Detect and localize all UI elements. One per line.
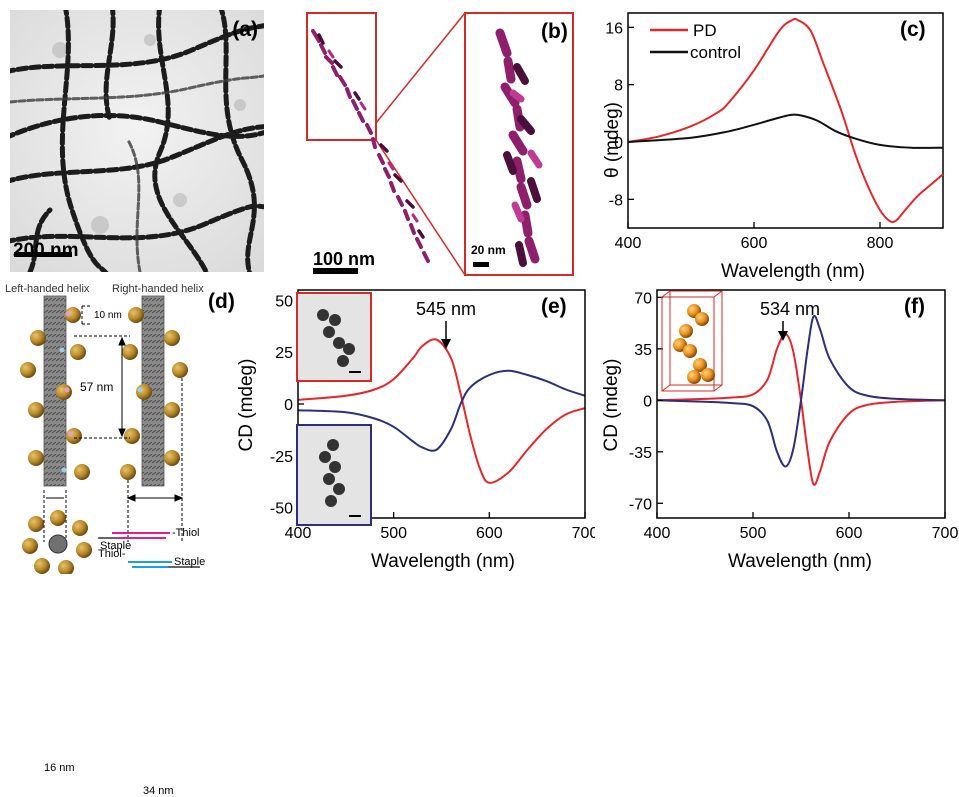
reconstruction-b <box>306 12 574 276</box>
panel-f: 400 500 600 700 -70 -35 0 35 70 <box>590 285 959 574</box>
title-right-handed: Right-handed helix <box>112 283 204 295</box>
panel-c: 400 600 800 -8 0 8 16 PD control Wavelength (n… <box>588 0 954 285</box>
plot-frame-c <box>627 12 944 229</box>
title-left-handed: Left-handed helix <box>5 283 90 295</box>
series-line-c-1 <box>627 113 944 149</box>
staple-label-bottom: Staple <box>174 556 206 568</box>
y-tick-label-c-3: 16 <box>605 20 623 37</box>
series-line-e-0 <box>297 338 586 484</box>
legend-label-control: control <box>690 43 741 62</box>
x-tick-label-f-2: 600 <box>836 525 863 542</box>
y-tick-label-e-1: -25 <box>270 449 293 466</box>
staple-label-top: Staple <box>100 540 132 552</box>
chart-e: 400 500 600 700 -50 -25 0 25 50 545 nm Wavelengt… <box>236 289 598 572</box>
annotation-arrow-f <box>778 321 788 341</box>
x-tick-label-e-2: 600 <box>476 525 503 542</box>
schematic-d <box>20 295 200 576</box>
dim-label-16nm: 16 nm <box>44 762 75 774</box>
panel-b: (b) 100 nm 20 nm <box>295 5 580 280</box>
thiol-label-top: -Thiol <box>172 527 200 539</box>
x-tick-label-e-3: 700 <box>572 525 595 542</box>
y-tick-label-e-3: 25 <box>275 345 293 362</box>
zoom-box-b <box>306 12 377 141</box>
model-inset-f <box>661 290 723 392</box>
series-line-f-1 <box>656 314 946 468</box>
scale-label-b-main: 100 nm <box>313 249 376 269</box>
x-tick-label-e-0: 400 <box>285 525 312 542</box>
panel-d: Left-handed helix Right-handed helix 10 … <box>0 280 275 797</box>
tem-micrograph-a <box>2 2 275 283</box>
series-line-c-0 <box>627 17 944 224</box>
y-tick-label-f-4: 70 <box>634 290 652 307</box>
plot-frame-f <box>656 289 946 519</box>
annotation-arrow-e <box>441 321 451 349</box>
y-tick-label-f-1: -35 <box>629 445 652 462</box>
panel-label-e: (e) <box>541 295 567 318</box>
dim-label-34nm: 34 nm <box>143 785 174 797</box>
y-axis-label-e: CD (mdeg) <box>236 359 257 452</box>
panel-a: (a) 200 nm <box>2 2 275 283</box>
series-line-e-1 <box>297 369 586 452</box>
cross-section-d <box>22 510 92 576</box>
legend-label-pd: PD <box>693 21 717 40</box>
inset-frame-b <box>464 12 574 276</box>
panel-label-c: (c) <box>900 18 926 41</box>
y-tick-label-c-2: 8 <box>614 78 623 95</box>
nanorod-inset-b <box>495 28 543 267</box>
panel-label-f: (f) <box>904 295 925 318</box>
chart-c: 400 600 800 -8 0 8 16 PD control Wavelength (n… <box>602 12 944 282</box>
y-tick-label-e-4: 50 <box>275 293 293 310</box>
y-axis-label-f: CD (mdeg) <box>601 359 622 452</box>
legend-c: PD control <box>650 21 741 62</box>
x-tick-label-c-2: 800 <box>867 235 894 252</box>
x-tick-label-f-1: 500 <box>740 525 767 542</box>
y-tick-label-f-3: 35 <box>634 342 652 359</box>
scale-bar-a <box>14 252 72 257</box>
annotation-f: 534 nm <box>760 299 820 319</box>
panel-label-b: (b) <box>541 20 568 43</box>
y-tick-label-f-0: -70 <box>629 496 652 513</box>
x-tick-label-f-3: 700 <box>932 525 959 542</box>
thiol-label-bottom: Thiol- <box>98 548 126 560</box>
panel-label-d: (d) <box>208 290 235 313</box>
x-axis-label-e: Wavelength (nm) <box>371 551 515 572</box>
chart-f: 400 500 600 700 -70 -35 0 35 70 <box>601 289 959 572</box>
panel-label-a: (a) <box>232 18 258 41</box>
y-axis-label-c: θ (mdeg) <box>602 102 623 178</box>
y-tick-label-e-2: 0 <box>284 397 293 414</box>
x-tick-label-c-1: 600 <box>741 235 768 252</box>
annotation-e: 545 nm <box>416 299 476 319</box>
scale-bar-b-main <box>313 268 358 274</box>
tem-inset-red-e <box>296 292 372 382</box>
y-tick-label-c-0: -8 <box>609 192 623 209</box>
scale-label-a: 200 nm <box>13 240 79 261</box>
x-axis-label-f: Wavelength (nm) <box>728 551 872 572</box>
series-line-f-0 <box>656 333 946 486</box>
tem-inset-navy-e <box>296 424 372 526</box>
scale-label-b-inset: 20 nm <box>471 243 506 257</box>
x-tick-label-e-1: 500 <box>380 525 407 542</box>
gold-nanoparticles-right <box>120 307 188 480</box>
y-tick-label-f-2: 0 <box>643 393 652 410</box>
y-tick-label-e-0: -50 <box>270 501 293 518</box>
dim-label-57nm: 57 nm <box>80 380 114 394</box>
y-tick-label-c-1: 0 <box>614 135 623 152</box>
x-axis-label-c: Wavelength (nm) <box>721 261 865 282</box>
panel-e: 400 500 600 700 -50 -25 0 25 50 545 nm Wavelengt… <box>225 285 598 574</box>
scale-bar-b-inset <box>473 262 489 267</box>
x-tick-label-c-0: 400 <box>615 235 642 252</box>
x-tick-label-f-0: 400 <box>644 525 671 542</box>
nanorod-chain-b <box>311 29 430 263</box>
dim-label-10nm: 10 nm <box>94 310 122 321</box>
